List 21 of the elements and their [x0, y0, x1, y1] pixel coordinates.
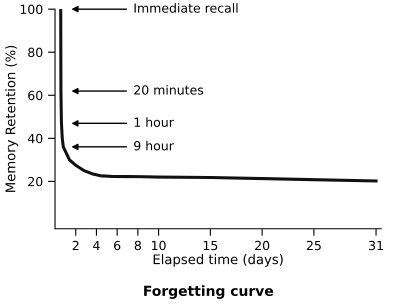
y-tick-label: 80	[28, 48, 42, 58]
x-tick-label: 6	[114, 240, 120, 250]
annotation: 1 hour	[134, 117, 174, 127]
y-tick-label: 100	[20, 4, 42, 14]
x-tick-label: 25	[306, 240, 321, 250]
annotation: 20 minutes	[134, 85, 204, 95]
annotation: 9 hour	[134, 140, 174, 150]
x-tick-label: 2	[72, 240, 78, 250]
y-tick-label: 40	[28, 134, 42, 144]
text: Forgetting curve	[144, 285, 274, 299]
x-tick-label: 20	[255, 240, 270, 250]
x-tick-label: 15	[204, 240, 218, 250]
x-tick-label: 10	[152, 240, 166, 250]
y-tick-label: 60	[28, 90, 42, 100]
annotation: Immediate recall	[134, 3, 238, 13]
x-tick-label: 4	[93, 240, 100, 250]
x-axis-title: Elapsed time (days)	[154, 254, 283, 267]
x-tick-label: 31	[369, 240, 383, 250]
y-axis-title: Memory Retention (%)	[5, 46, 18, 192]
y-tick-label: 20	[28, 176, 42, 186]
x-tick-label: 8	[134, 240, 141, 250]
